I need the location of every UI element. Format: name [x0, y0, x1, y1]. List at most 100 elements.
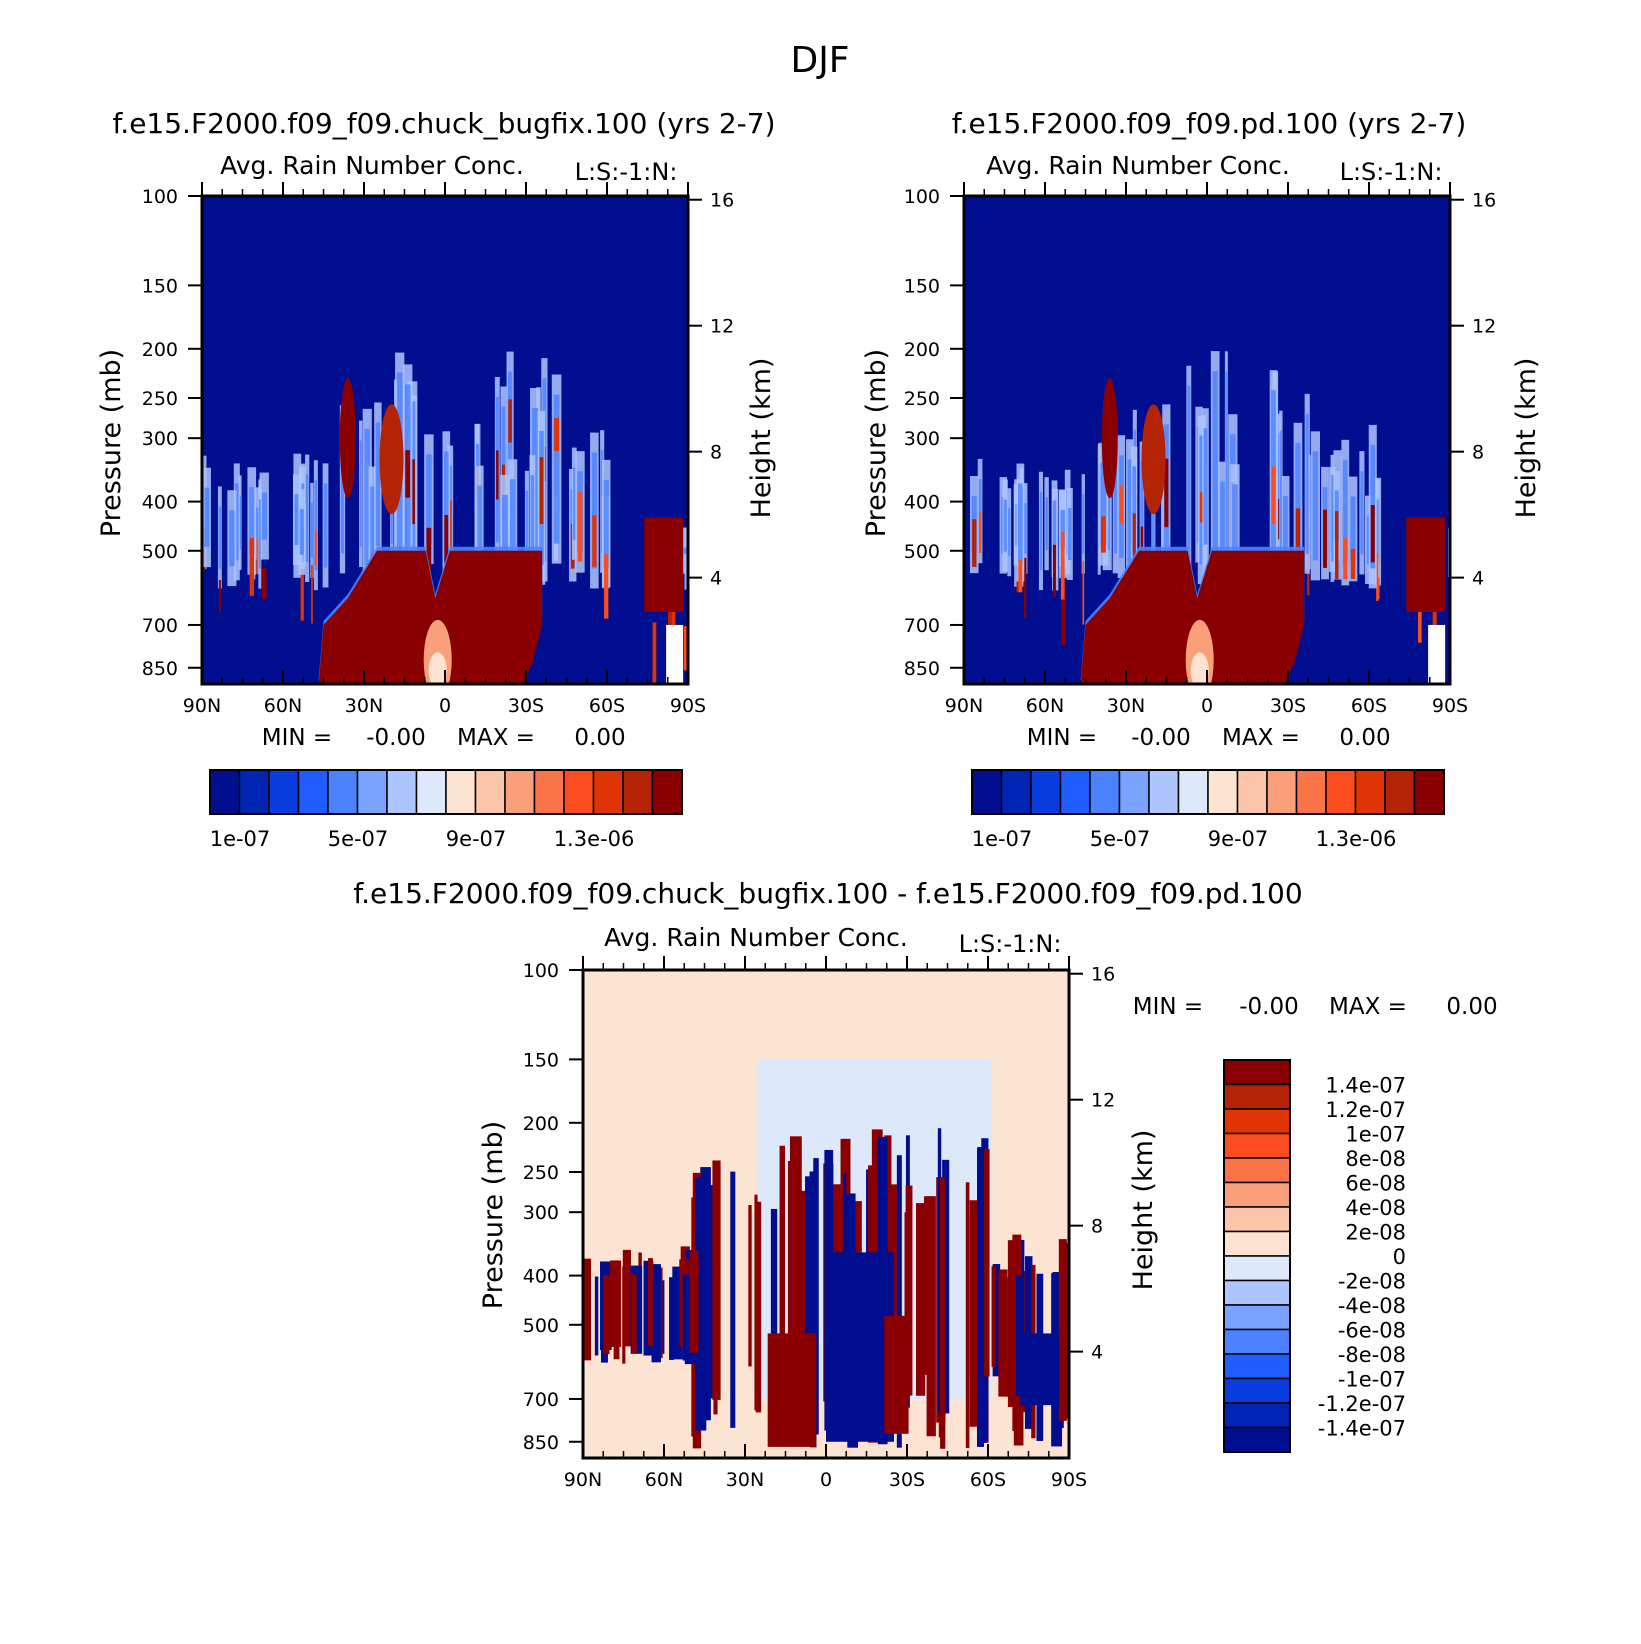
plume-core — [1279, 430, 1282, 560]
colorbar-swatch — [1223, 1426, 1291, 1453]
colorbar-label: 1.2e-07 — [1325, 1098, 1406, 1122]
plume-core — [426, 454, 432, 545]
diff-streak — [583, 1258, 592, 1361]
plume-core — [572, 467, 576, 540]
y-tick-label: 100 — [904, 186, 940, 208]
colorbar-swatch — [1295, 769, 1327, 815]
plume-peak — [314, 530, 317, 566]
contour-fill — [379, 404, 404, 515]
x-tick-label: 60N — [645, 1469, 683, 1491]
colorbar-swatch — [1223, 1304, 1291, 1331]
y-tick-label: 200 — [904, 339, 940, 361]
x-tick-label: 30S — [1270, 695, 1306, 717]
y-tick-label: 100 — [142, 186, 178, 208]
variable-label: Avg. Rain Number Conc. — [986, 151, 1290, 180]
colorbar-label: -4e-08 — [1338, 1294, 1406, 1318]
plume-peak — [1370, 505, 1375, 563]
plume-peak — [1343, 536, 1348, 580]
colorbar-swatch — [268, 769, 300, 815]
plume-core — [1232, 484, 1238, 569]
colorbar-label: 8e-08 — [1345, 1147, 1406, 1171]
plume-core — [340, 425, 345, 554]
plume-peak — [604, 554, 609, 619]
panel-title: f.e15.F2000.f09_f09.chuck_bugfix.100 (yr… — [112, 107, 775, 140]
colorbar-label: 1e-07 — [210, 827, 271, 851]
colorbar-swatch — [209, 769, 241, 815]
plume-core — [229, 510, 235, 567]
diff-streak — [648, 1258, 653, 1347]
plume-peak — [448, 500, 452, 555]
y-tick-label: 150 — [904, 275, 940, 297]
colorbar-swatch — [1207, 769, 1239, 815]
plume-core — [294, 494, 300, 545]
diff-streak — [755, 1201, 762, 1413]
topography — [1428, 624, 1446, 684]
colorbar-swatch — [563, 769, 595, 815]
colorbar-swatch — [1223, 1279, 1291, 1306]
y-tick-label: 250 — [142, 388, 178, 410]
colorbar-swatch — [327, 769, 359, 815]
y-tick-label: 700 — [523, 1389, 559, 1411]
contour-field — [583, 970, 1069, 1458]
plume-core — [1375, 499, 1379, 558]
plume-peak — [426, 527, 432, 594]
polar-patch — [644, 517, 684, 612]
diff-streak — [669, 1277, 674, 1360]
plume-core — [1132, 466, 1137, 554]
plume-core — [1331, 474, 1334, 562]
plume-peak — [1018, 559, 1023, 593]
plume-core — [1023, 503, 1027, 554]
diff-streak — [813, 1158, 819, 1435]
colorbar-label: 1e-07 — [972, 827, 1033, 851]
colorbar-swatch — [1223, 1402, 1291, 1429]
diff-streak — [770, 1208, 778, 1401]
colorbar-swatch — [1223, 1059, 1291, 1086]
x-tick-label: 0 — [1201, 695, 1213, 717]
colorbar-swatch — [1223, 1108, 1291, 1135]
plume-core — [530, 475, 535, 553]
colorbar-swatch — [474, 769, 506, 815]
diff-streak — [651, 1264, 661, 1363]
y-tick-label: 500 — [142, 541, 178, 563]
plume-core — [364, 428, 370, 565]
max-label: MAX = — [1329, 994, 1407, 1020]
figure-title: DJF — [790, 40, 849, 81]
plume-core — [258, 499, 261, 569]
plume-peak — [1053, 544, 1056, 597]
plume-peak — [1061, 580, 1066, 646]
diff-streak — [603, 1275, 610, 1355]
y-axis-label: Pressure (mb) — [478, 1121, 509, 1309]
colorbar-label: 9e-07 — [446, 827, 507, 851]
plume-core — [256, 507, 261, 540]
plume-core — [375, 422, 381, 547]
y-tick-label: 100 — [523, 960, 559, 982]
neg-core — [826, 1252, 895, 1442]
plume-core — [218, 506, 222, 569]
colorbar-label: 1e-07 — [1345, 1123, 1406, 1147]
plume-core — [683, 547, 688, 554]
plume-core — [204, 487, 210, 548]
colorbar-swatch — [1223, 1157, 1291, 1184]
y-tick-label: 700 — [142, 615, 178, 637]
diff-streak — [1065, 1243, 1069, 1407]
colorbar-label: 1.3e-06 — [1316, 827, 1397, 851]
diff-streak — [748, 1205, 752, 1367]
y-tick-label: 500 — [523, 1315, 559, 1337]
colorbar-swatch — [1223, 1230, 1291, 1257]
diff-streak — [622, 1266, 626, 1364]
diff-streak — [991, 1266, 996, 1367]
colorbar-label: 1.4e-07 — [1325, 1074, 1406, 1098]
plume-core — [509, 479, 516, 548]
diff-streak — [998, 1269, 1008, 1397]
plume-peak — [1335, 511, 1339, 580]
plume-core — [1140, 461, 1144, 548]
max-value: 0.00 — [1446, 994, 1497, 1020]
y-tick-label: 400 — [142, 492, 178, 514]
min-label: MIN = — [262, 725, 332, 751]
colorbar-swatch — [445, 769, 477, 815]
colorbar-swatch — [971, 769, 1003, 815]
y2-tick-label: 4 — [1091, 1342, 1103, 1364]
code-label: L:S:-1:N: — [575, 158, 678, 186]
panel-chuck-bugfix: f.e15.F2000.f09_f09.chuck_bugfix.100 (yr… — [96, 107, 777, 851]
